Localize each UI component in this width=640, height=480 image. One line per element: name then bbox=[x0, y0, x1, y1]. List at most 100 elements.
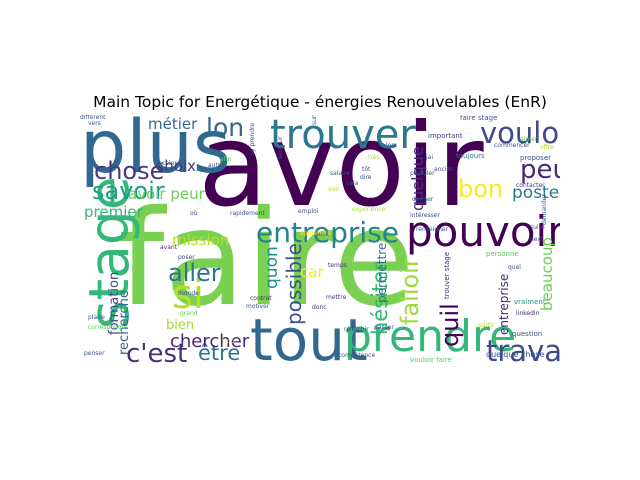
word-101: rapidement bbox=[230, 210, 265, 217]
word-39: bien bbox=[166, 318, 195, 333]
word-65: celer bbox=[162, 160, 177, 167]
word-95: renseigner bbox=[416, 226, 449, 233]
word-55: emploi bbox=[298, 208, 319, 215]
word-81: commencer bbox=[494, 142, 530, 149]
word-26: quon bbox=[262, 246, 282, 289]
word-82: vers bbox=[88, 120, 101, 127]
word-10: entreprise bbox=[256, 216, 399, 249]
word-83: apprendre bbox=[300, 230, 331, 237]
word-70: tôt bbox=[362, 166, 371, 173]
word-59: motiver bbox=[246, 303, 270, 310]
word-76: partir bbox=[478, 322, 495, 329]
word-74: jai bbox=[426, 154, 434, 161]
word-21: chercher bbox=[170, 331, 250, 352]
word-79: quel bbox=[508, 264, 521, 271]
word-54: expérience bbox=[352, 206, 386, 213]
word-102: demander bbox=[541, 194, 548, 225]
word-73: ancien bbox=[434, 166, 454, 173]
word-7: pouvoir bbox=[406, 207, 560, 256]
word-32: car bbox=[300, 263, 324, 281]
word-100: où bbox=[190, 210, 198, 217]
word-75: passer bbox=[374, 324, 394, 331]
word-50: question bbox=[512, 330, 543, 338]
word-6: trouver bbox=[270, 115, 416, 158]
word-9: si bbox=[172, 272, 204, 318]
word-51: linkedin bbox=[516, 310, 540, 317]
word-4: tout bbox=[250, 306, 368, 365]
word-25: quil bbox=[436, 303, 464, 347]
word-3: plus bbox=[80, 115, 231, 190]
chart-title: Main Topic for Energétique - énergies Re… bbox=[93, 93, 547, 111]
word-15: chose bbox=[94, 157, 165, 185]
word-33: premier bbox=[84, 203, 143, 221]
word-64: avant bbox=[160, 244, 178, 251]
word-43: vouloir faire bbox=[410, 356, 452, 364]
word-22: falloir bbox=[396, 257, 424, 325]
word-84: sy prendre bbox=[249, 122, 256, 155]
word-18: aller bbox=[168, 259, 221, 287]
word-46: important bbox=[428, 132, 463, 140]
word-48: proposer bbox=[520, 154, 552, 162]
word-60: grand bbox=[180, 310, 198, 317]
word-56: temps bbox=[328, 262, 347, 269]
word-61: penser bbox=[84, 350, 105, 357]
word-98: autre bbox=[208, 162, 224, 169]
word-1: faire bbox=[118, 182, 415, 336]
word-34: métier bbox=[148, 115, 198, 133]
word-103: différent bbox=[80, 115, 106, 121]
word-88: correspondre bbox=[88, 324, 128, 331]
word-92: salaire bbox=[330, 170, 350, 177]
word-12: peur bbox=[520, 155, 560, 185]
word-42: quelque chose bbox=[486, 350, 545, 359]
word-36: avoir peur bbox=[128, 185, 205, 203]
word-87: monde bbox=[178, 290, 199, 297]
word-38: recherche bbox=[117, 290, 132, 355]
word-16: lon bbox=[206, 115, 245, 142]
word-35: choix bbox=[156, 157, 196, 175]
word-20: être bbox=[198, 341, 241, 365]
word-63: poser bbox=[178, 254, 195, 261]
word-90: réfléchir bbox=[344, 326, 369, 333]
word-24: possible bbox=[282, 243, 306, 325]
word-14: savoir bbox=[92, 177, 165, 205]
word-66: afin bbox=[220, 156, 232, 163]
word-53: personne bbox=[486, 250, 519, 258]
word-97: lors bbox=[386, 142, 397, 149]
word-11: vouloir bbox=[480, 116, 560, 150]
word-45: trouver stage bbox=[443, 251, 451, 299]
word-99: surtout bbox=[311, 115, 318, 125]
word-19: c'est bbox=[126, 339, 188, 365]
word-67: cela bbox=[346, 180, 359, 187]
word-69: très bbox=[368, 154, 380, 161]
word-30: essayer bbox=[556, 308, 560, 365]
word-40: permettre bbox=[375, 242, 389, 303]
word-71: postuler bbox=[410, 170, 435, 177]
word-91: offre bbox=[540, 144, 554, 151]
word-13: travail bbox=[486, 334, 560, 366]
word-94: secteur bbox=[277, 136, 284, 159]
word-47: toujours bbox=[456, 152, 485, 160]
word-52: vraiment bbox=[514, 298, 546, 306]
word-80: aimer bbox=[520, 136, 538, 143]
word-41: entreprise bbox=[497, 273, 511, 335]
word-44: faire stage bbox=[460, 115, 498, 122]
word-57: mettre bbox=[326, 294, 347, 301]
word-31: mission bbox=[172, 231, 230, 249]
word-2: avoir bbox=[198, 115, 484, 232]
word-62: donc bbox=[312, 304, 327, 311]
word-68: dire bbox=[360, 174, 372, 181]
word-96: intéresser bbox=[410, 212, 440, 219]
word-89: compétence bbox=[338, 352, 376, 359]
word-72: donner bbox=[412, 196, 434, 203]
word-8: prendre bbox=[344, 311, 517, 362]
word-cloud: faire avoir plus tout stage trouver pouvoir pre… bbox=[80, 115, 560, 365]
word-78: next bbox=[530, 236, 544, 243]
word-86: trop bbox=[222, 338, 235, 345]
word-28: poste bbox=[512, 183, 560, 203]
word-17: bon bbox=[458, 175, 504, 203]
word-85: plaire bbox=[88, 314, 105, 321]
word-58: contrat bbox=[250, 295, 272, 302]
word-77: suite bbox=[530, 224, 545, 231]
word-49: contacter bbox=[516, 182, 545, 189]
word-93: voir bbox=[328, 186, 340, 193]
